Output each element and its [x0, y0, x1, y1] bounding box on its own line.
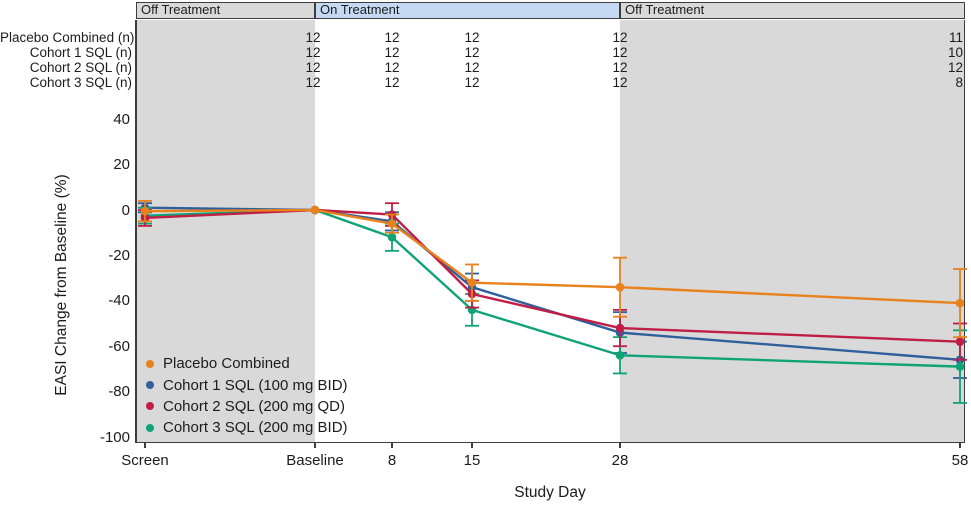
x-tick-mark [314, 443, 316, 448]
n-table-value: 12 [612, 30, 628, 45]
y-tick-label: 20 [113, 156, 130, 174]
legend-item: Cohort 3 SQL (200 mg BID) [140, 417, 348, 438]
x-tick-label: Screen [121, 452, 169, 469]
chart-legend: Placebo Combined Cohort 1 SQL (100 mg BID… [140, 353, 348, 439]
legend-swatch-icon [146, 359, 154, 368]
data-point [467, 282, 477, 292]
n-table-value: 12 [305, 75, 321, 90]
n-table-value: 11 [948, 30, 963, 45]
n-table-value: 12 [612, 60, 628, 75]
data-point [467, 289, 477, 299]
legend-label: Placebo Combined [163, 355, 290, 373]
x-tick-label: 8 [387, 452, 397, 469]
y-tick-label: -60 [108, 337, 130, 355]
legend-item: Cohort 1 SQL (100 mg BID) [140, 374, 348, 395]
x-tick-mark [619, 443, 621, 448]
x-tick-mark [471, 443, 473, 448]
x-axis-title: Study Day [514, 484, 586, 501]
phase-header-on-treatment: On Treatment [315, 2, 620, 19]
legend-swatch-icon [146, 402, 154, 411]
n-table-value: 12 [464, 60, 480, 75]
n-table-value: 12 [612, 45, 628, 60]
x-tick-mark [144, 443, 146, 448]
n-table-value: 10 [947, 45, 963, 60]
legend-item: Cohort 2 SQL (200 mg QD) [140, 396, 348, 417]
y-tick-label: 40 [113, 110, 130, 128]
n-table-value: 8 [955, 75, 963, 90]
y-tick-label: -40 [108, 292, 130, 310]
y-tick-label: 0 [121, 201, 130, 219]
y-tick-label: -20 [108, 246, 130, 264]
data-point [387, 219, 397, 228]
data-point [467, 278, 477, 287]
legend-swatch-icon [146, 381, 154, 390]
legend-swatch-icon [146, 423, 154, 432]
n-table-value: 12 [384, 30, 400, 45]
y-axis-title: EASI Change from Baseline (%) [53, 174, 70, 396]
n-table-row-label: Cohort 3 SQL (n) [29, 75, 132, 90]
y-tick-label: -80 [108, 383, 130, 401]
x-tick-label: 58 [951, 452, 969, 469]
legend-item: Placebo Combined [140, 353, 348, 374]
n-table-value: 12 [305, 60, 321, 75]
x-tick-label: 28 [611, 452, 629, 469]
phase-header-off-treatment-2: Off Treatment [620, 2, 965, 19]
n-table-value: 12 [305, 30, 321, 45]
data-point [387, 217, 397, 226]
n-table-value: 12 [464, 45, 480, 60]
n-table-row-label: Cohort 1 SQL (n) [29, 45, 132, 60]
data-point [387, 210, 397, 219]
phase-header-off-treatment-1: Off Treatment [136, 2, 315, 19]
n-table-row-label: Placebo Combined (n) [0, 30, 135, 45]
x-tick-label: Baseline [286, 452, 344, 469]
n-table-row-label: Cohort 2 SQL (n) [29, 60, 132, 75]
data-point [387, 232, 397, 242]
n-table-value: 12 [947, 60, 963, 75]
n-table-value: 12 [384, 60, 400, 75]
n-table-value: 12 [464, 75, 480, 90]
n-table-value: 12 [464, 30, 480, 45]
legend-label: Cohort 2 SQL (200 mg QD) [163, 397, 346, 415]
plot-right-border [963, 20, 965, 443]
data-point [467, 305, 477, 315]
n-table-value: 12 [305, 45, 321, 60]
n-table-value: 12 [384, 45, 400, 60]
x-tick-mark [391, 443, 393, 448]
x-tick-mark [959, 443, 961, 448]
y-tick-label: -100 [99, 428, 130, 446]
legend-label: Cohort 3 SQL (200 mg BID) [163, 419, 348, 437]
n-table-value: 12 [384, 75, 400, 90]
y-axis-line [135, 20, 137, 443]
x-tick-label: 15 [463, 452, 481, 469]
legend-label: Cohort 1 SQL (100 mg BID) [163, 376, 348, 394]
x-axis-line [135, 441, 965, 443]
n-table-value: 12 [612, 75, 628, 90]
off-treatment-band-right [620, 20, 965, 443]
